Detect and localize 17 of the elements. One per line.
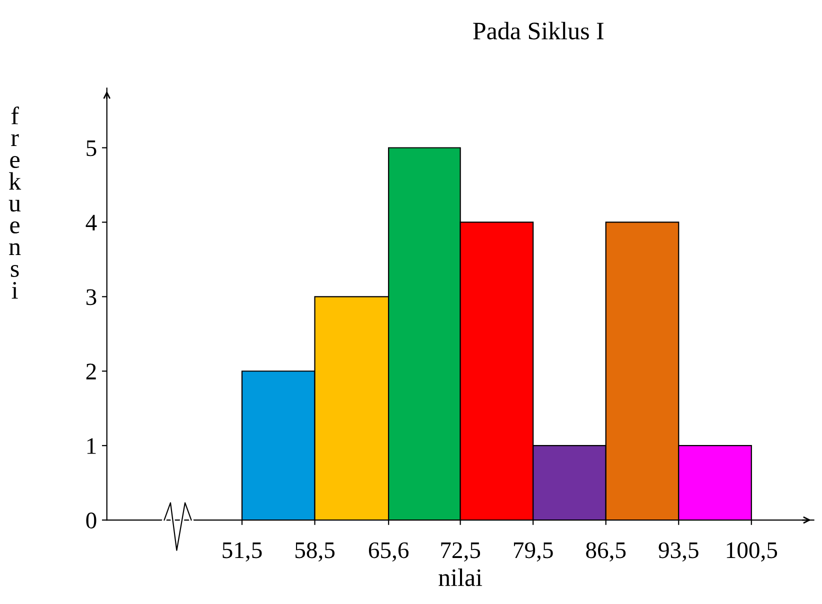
- x-tick-label: 51,5: [222, 542, 262, 562]
- x-tick-label: 93,5: [658, 542, 698, 562]
- x-tick-label: 100,5: [726, 542, 778, 562]
- y-tick-label: 0: [86, 512, 96, 528]
- x-tick-label: 79,5: [514, 542, 553, 562]
- x-tick-label: 65,6: [368, 542, 409, 562]
- y-tick-label: 1: [87, 438, 96, 454]
- y-tick-label: 4: [86, 214, 97, 230]
- x-tick-label: 72,5: [441, 542, 480, 562]
- y-tick-label: 5: [86, 140, 96, 156]
- x-axis-title: nilai: [438, 568, 482, 586]
- y-tick-label: 2: [86, 364, 96, 380]
- x-tick-label: 58,5: [295, 542, 335, 562]
- x-tick-label: 86,5: [586, 542, 626, 562]
- y-tick-label: 3: [86, 289, 96, 306]
- text: frekuensi: [8, 106, 22, 299]
- chart-title: Pada Siklus I: [473, 22, 604, 40]
